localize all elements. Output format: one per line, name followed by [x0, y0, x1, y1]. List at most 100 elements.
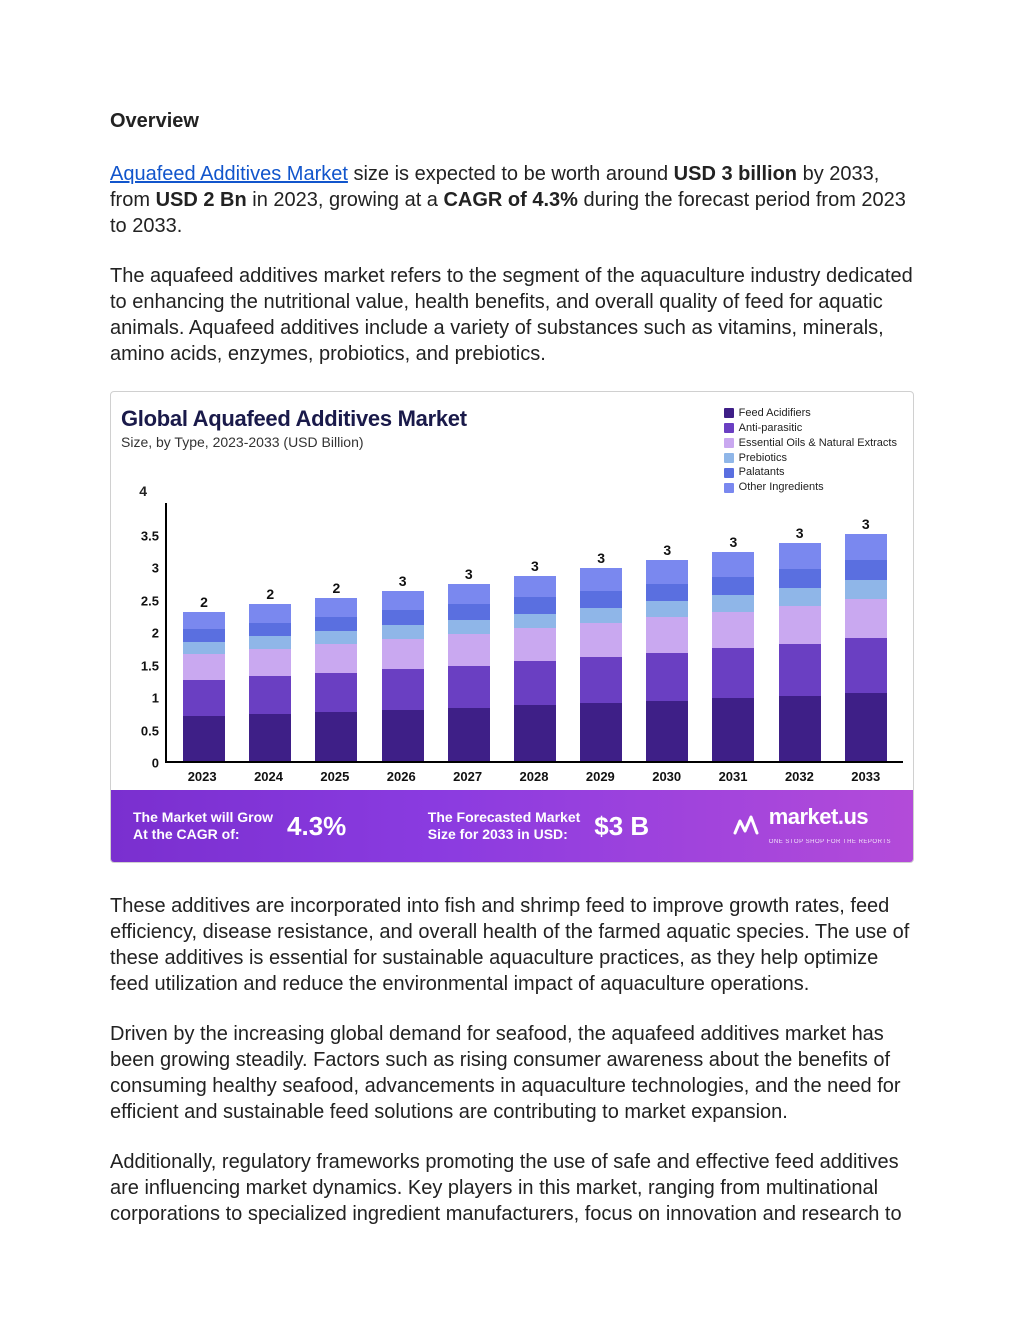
chart-plot: 22233333333 [165, 503, 903, 763]
legend-item: Anti-parasitic [724, 421, 897, 436]
legend-item: Other Ingredients [724, 480, 897, 495]
bar-column: 2 [249, 503, 291, 761]
legend-swatch [724, 468, 734, 478]
x-tick-label: 2032 [778, 769, 820, 784]
x-tick-label: 2027 [447, 769, 489, 784]
bar-segment [448, 634, 490, 665]
bar-segment [315, 712, 357, 761]
bar-segment [382, 710, 424, 761]
paragraph-2: The aquafeed additives market refers to … [110, 263, 914, 367]
bar-segment [845, 534, 887, 561]
bar-segment [315, 644, 357, 673]
bar-segment [580, 703, 622, 761]
x-axis: 2023202420252026202720282029203020312032… [121, 763, 903, 784]
bar-segment [646, 560, 688, 583]
intro-text-1: size is expected to be worth around [348, 163, 674, 185]
paragraph-3: These additives are incorporated into fi… [110, 893, 914, 997]
bar-segment [580, 591, 622, 608]
chart-banner: The Market will Grow At the CAGR of: 4.3… [111, 790, 913, 862]
x-tick-label: 2023 [181, 769, 223, 784]
bar-segment [315, 617, 357, 631]
market-link[interactable]: Aquafeed Additives Market [110, 163, 348, 185]
legend-item: Palatants [724, 465, 897, 480]
bar-segment [712, 698, 754, 761]
bar-segment [382, 669, 424, 710]
bar-segment [580, 608, 622, 624]
y-tick-label: 0.5 [141, 723, 159, 738]
bar-segment [779, 588, 821, 606]
bar-segment [845, 693, 887, 761]
bar-segment [646, 584, 688, 602]
intro-bold-3: CAGR of 4.3% [443, 189, 577, 211]
bar-segment [183, 680, 225, 716]
brand-logo: market.us ONE STOP SHOP FOR THE REPORTS [731, 804, 891, 848]
bar-column: 3 [448, 503, 490, 761]
legend-label: Feed Acidifiers [739, 406, 811, 421]
bar-segment [779, 569, 821, 588]
bar-column: 2 [315, 503, 357, 761]
bar-segment [712, 612, 754, 648]
legend-item: Prebiotics [724, 451, 897, 466]
legend-swatch [724, 423, 734, 433]
bar-stack [448, 584, 490, 761]
chart-title: Global Aquafeed Additives Market [121, 406, 467, 432]
bar-column: 3 [514, 503, 556, 761]
bar-segment [845, 638, 887, 693]
x-tick-label: 2031 [712, 769, 754, 784]
bar-segment [646, 653, 688, 701]
bar-segment [448, 604, 490, 620]
bar-segment [845, 580, 887, 598]
y-tick-label: 1.5 [141, 658, 159, 673]
bar-stack [183, 612, 225, 761]
bar-segment [183, 716, 225, 762]
bar-column: 3 [712, 503, 754, 761]
x-tick-label: 2028 [513, 769, 555, 784]
bar-value-label: 3 [730, 534, 738, 550]
bar-segment [315, 631, 357, 644]
x-tick-label: 2025 [314, 769, 356, 784]
intro-text-3: in 2023, growing at a [247, 189, 444, 211]
chart-subtitle: Size, by Type, 2023-2033 (USD Billion) [121, 434, 467, 450]
y-axis: 4 00.511.522.533.5 [121, 503, 165, 763]
bar-stack [646, 560, 688, 761]
legend-item: Essential Oils & Natural Extracts [724, 436, 897, 451]
y-tick-label: 3.5 [141, 528, 159, 543]
x-tick-label: 2026 [380, 769, 422, 784]
bar-segment [249, 623, 291, 637]
bar-segment [183, 654, 225, 680]
bar-segment [249, 604, 291, 622]
legend-label: Other Ingredients [739, 480, 824, 495]
bar-value-label: 3 [531, 558, 539, 574]
bar-value-label: 2 [200, 594, 208, 610]
bar-segment [779, 696, 821, 761]
bar-segment [712, 577, 754, 595]
bar-segment [249, 636, 291, 648]
bar-segment [249, 714, 291, 761]
bar-segment [448, 708, 490, 761]
bar-value-label: 3 [597, 550, 605, 566]
bar-segment [382, 639, 424, 669]
banner-size-value: $3 B [594, 811, 649, 842]
bar-value-label: 3 [796, 525, 804, 541]
banner-cagr-value: 4.3% [287, 811, 346, 842]
legend-item: Feed Acidifiers [724, 406, 897, 421]
bar-segment [580, 657, 622, 703]
bar-column: 3 [779, 503, 821, 761]
bar-segment [779, 543, 821, 569]
brand-tagline: ONE STOP SHOP FOR THE REPORTS [769, 839, 891, 845]
bar-column: 3 [382, 503, 424, 761]
bar-segment [845, 599, 887, 639]
y-tick-label: 0 [152, 756, 159, 771]
bar-segment [183, 642, 225, 654]
legend-label: Anti-parasitic [739, 421, 803, 436]
intro-bold-2: USD 2 Bn [156, 189, 247, 211]
bar-value-label: 3 [465, 566, 473, 582]
bar-segment [382, 610, 424, 625]
bar-stack [779, 543, 821, 761]
x-tick-label: 2030 [646, 769, 688, 784]
bar-stack [580, 568, 622, 761]
bar-segment [514, 597, 556, 613]
brand-mark-icon [731, 813, 761, 839]
legend-label: Prebiotics [739, 451, 787, 466]
bar-segment [646, 617, 688, 652]
